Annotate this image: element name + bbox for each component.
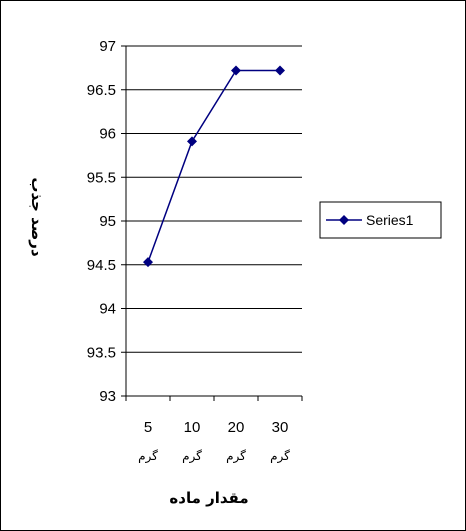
- y-tick-label: 96.5: [87, 82, 116, 99]
- y-tick-label: 94: [99, 301, 116, 318]
- x-tick-label: 10: [184, 419, 201, 436]
- y-tick-label: 97: [99, 38, 116, 55]
- x-tick-unit-label: گرم: [270, 449, 290, 464]
- y-tick-label: 95: [99, 213, 116, 230]
- tick-labels: 93 93.5 94 94.5 95 95.5 96 96.5 97 5 گرم 10 گرم 20 گرم…: [87, 38, 290, 464]
- x-tick-label: 30: [272, 419, 289, 436]
- y-tick-label: 96: [99, 126, 116, 143]
- legend-label: Series1: [366, 212, 414, 228]
- data-point: [143, 257, 153, 268]
- axes: [121, 45, 303, 401]
- x-tick-unit-label: گرم: [182, 449, 202, 464]
- legend: Series1: [319, 201, 442, 239]
- data-point: [231, 65, 241, 76]
- y-tick-label: 93: [99, 388, 116, 405]
- data-point: [187, 136, 197, 147]
- x-tick-label: 5: [144, 419, 152, 436]
- x-axis-title: مقدار ماده: [169, 489, 248, 507]
- data-point: [275, 65, 285, 76]
- series-line: [147, 69, 280, 263]
- y-tick-label: 93.5: [87, 344, 116, 361]
- y-axis-title: درصد جذب: [28, 177, 46, 257]
- legend-marker: [339, 215, 349, 225]
- x-tick-unit-label: گرم: [138, 449, 158, 464]
- x-tick-unit-label: گرم: [226, 449, 246, 464]
- gridlines: [126, 45, 302, 397]
- y-tick-label: 95.5: [87, 169, 116, 186]
- series-layer: [143, 65, 285, 268]
- x-tick-label: 20: [228, 419, 245, 436]
- y-tick-label: 94.5: [87, 257, 116, 274]
